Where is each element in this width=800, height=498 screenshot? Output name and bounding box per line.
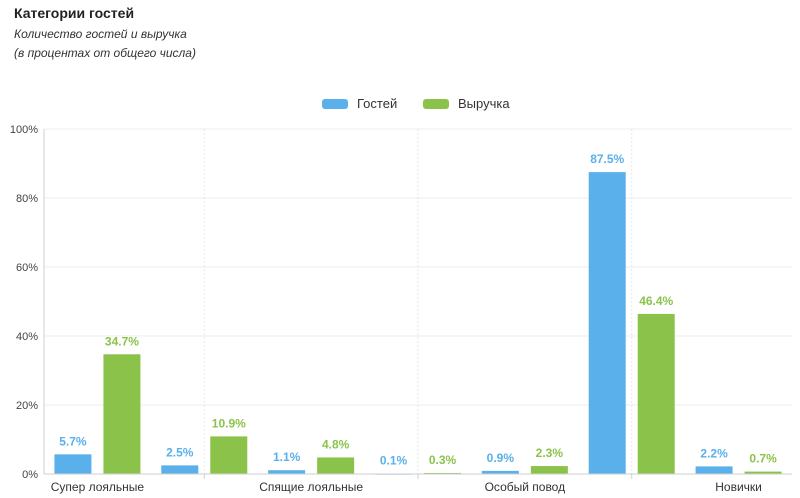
bar-guests-2 xyxy=(268,470,306,474)
x-category-label-2: Спящие лояльные xyxy=(259,480,363,494)
data-label-revenue-0: 34.7% xyxy=(105,334,139,348)
data-label-revenue-6: 0.7% xyxy=(749,452,777,466)
chart-title: Категории гостей xyxy=(14,5,135,21)
bar-revenue-3 xyxy=(424,472,461,474)
data-label-guests-0: 5.7% xyxy=(59,434,87,448)
data-label-guests-6: 2.2% xyxy=(700,446,728,460)
y-tick-label-3: 60% xyxy=(16,262,38,274)
data-label-revenue-1: 10.9% xyxy=(212,416,246,430)
bar-guests-4 xyxy=(481,470,519,474)
bar-guests-0 xyxy=(54,454,92,474)
x-category-label-6: Новички xyxy=(715,480,762,494)
y-tick-label-5: 100% xyxy=(10,124,38,136)
chart-legend: Гостей Выручка xyxy=(0,96,800,116)
chart-subtitle-line2: (в процентах от общего числа) xyxy=(14,46,196,60)
bar-revenue-5 xyxy=(637,313,675,474)
data-label-guests-4: 0.9% xyxy=(487,451,515,465)
x-category-label-4: Особый повод xyxy=(485,480,566,494)
y-tick-label-0: 0% xyxy=(22,469,38,481)
bar-revenue-1 xyxy=(210,436,248,474)
data-label-revenue-2: 4.8% xyxy=(322,437,350,451)
bar-guests-5 xyxy=(588,172,626,474)
data-label-guests-1: 2.5% xyxy=(166,445,194,459)
bar-guests-1 xyxy=(161,465,199,474)
legend-swatch-revenue xyxy=(423,98,449,109)
data-label-revenue-3: 0.3% xyxy=(429,453,457,467)
legend-item-guests[interactable]: Гостей xyxy=(322,96,397,111)
bar-revenue-6 xyxy=(744,471,782,474)
bar-revenue-4 xyxy=(530,466,568,474)
data-label-revenue-5: 46.4% xyxy=(639,294,673,308)
bar-revenue-2 xyxy=(317,457,355,474)
legend-label-guests: Гостей xyxy=(357,96,398,111)
data-label-guests-3: 0.1% xyxy=(380,454,408,468)
legend-label-revenue: Выручка xyxy=(458,96,510,111)
data-label-guests-2: 1.1% xyxy=(273,450,301,464)
data-label-guests-5: 87.5% xyxy=(590,152,624,166)
legend-swatch-guests xyxy=(322,98,348,109)
chart-subtitle-line1: Количество гостей и выручка xyxy=(14,27,187,41)
y-tick-label-2: 40% xyxy=(16,331,38,343)
y-tick-label-1: 20% xyxy=(16,400,38,412)
bar-revenue-0 xyxy=(103,354,141,474)
x-category-label-0: Супер лояльные xyxy=(51,480,145,494)
data-label-revenue-4: 2.3% xyxy=(536,446,564,460)
bar-guests-6 xyxy=(695,466,733,474)
legend-item-revenue[interactable]: Выручка xyxy=(423,96,510,111)
y-tick-label-4: 80% xyxy=(16,193,38,205)
